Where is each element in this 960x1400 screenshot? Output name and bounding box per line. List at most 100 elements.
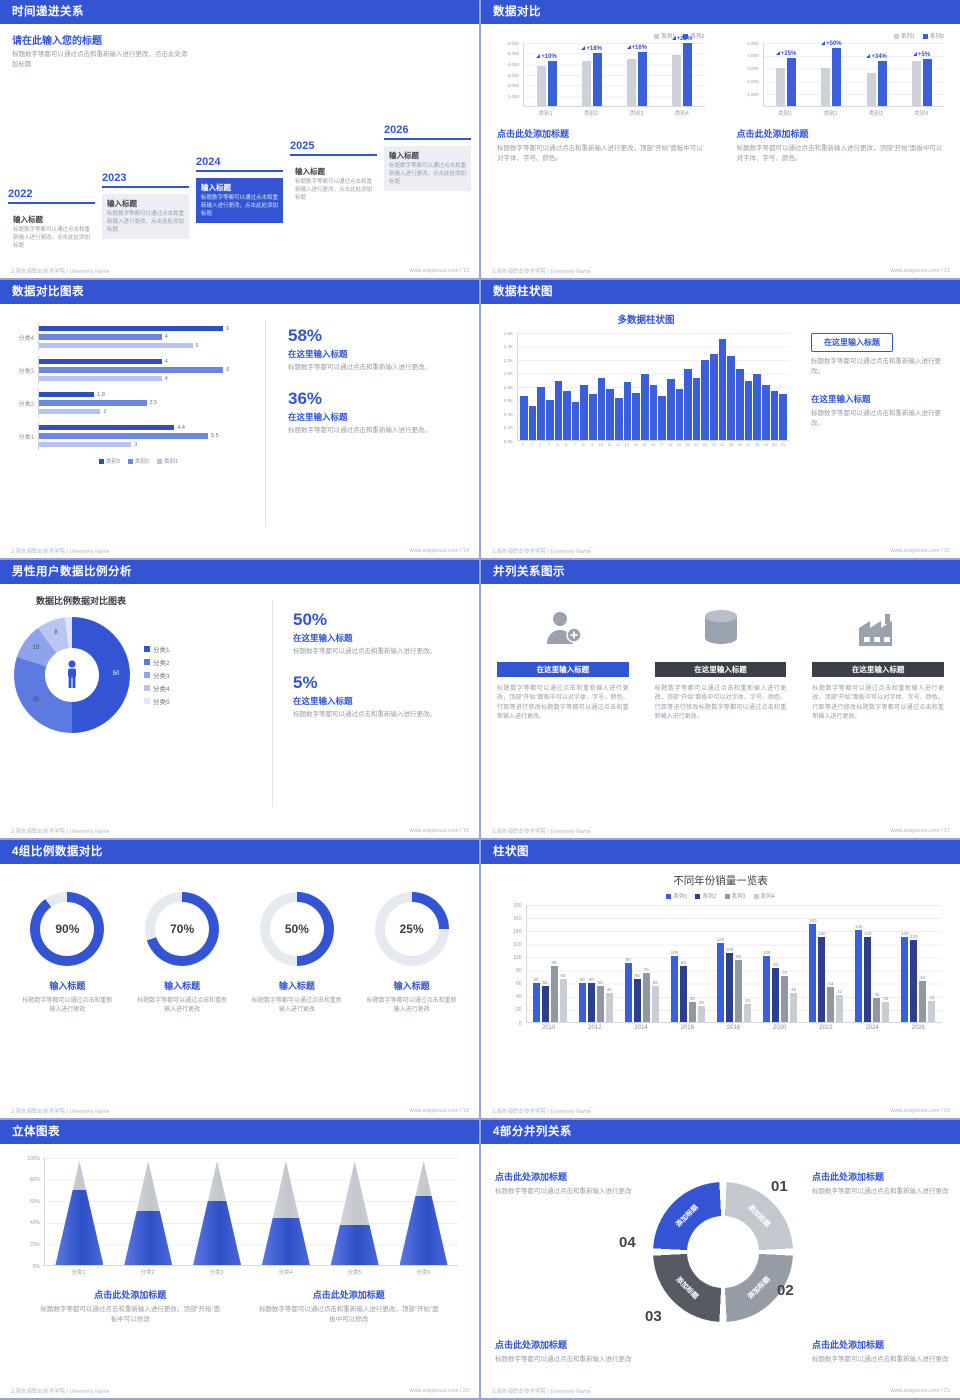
slide-20-cone-chart[interactable]: 立体图表 100% 80% 60% 40% 20% 0% 分类1 分类2 分类3 分类4 分类5 分类… xyxy=(0,1120,479,1398)
bar-row: 6 xyxy=(39,367,254,373)
slide-title-bar: 4组比例数据对比 xyxy=(0,840,479,864)
step-title: 输入标题 xyxy=(389,151,419,161)
item-title-button: 在这里输入标题 xyxy=(812,662,945,677)
stat-percent: 36% xyxy=(288,389,323,409)
bar-row: 6 xyxy=(39,326,254,332)
x-axis-label: 11 xyxy=(607,442,612,447)
bar-column: 95 xyxy=(734,954,742,1022)
bar-row: 3.5 xyxy=(39,400,254,406)
bar xyxy=(855,930,863,1022)
bar-column: 90 xyxy=(624,957,632,1022)
x-axis-labels: 分类1 分类2 分类3 分类4 分类5 分类6 xyxy=(44,1266,458,1276)
bar-column: 25 xyxy=(697,1000,705,1022)
bar-group: +22% xyxy=(671,36,692,106)
legend-swatch xyxy=(724,893,730,899)
value-label: 75 xyxy=(643,966,649,972)
legend-swatch xyxy=(127,458,133,464)
y-axis-label: 0 xyxy=(518,1020,522,1027)
x-axis-label: 16 xyxy=(650,442,656,447)
x-axis-label: 21 xyxy=(694,442,699,447)
slide-title-bar: 立体图表 xyxy=(0,1120,479,1144)
legend-swatch xyxy=(922,33,928,39)
block-body: 标题数字等都可以通过点击和重新输入进行更改 xyxy=(812,1188,949,1195)
slide-body: 不同年份销量一览表 系列1 系列2 系列3 系列4 60 55 85 65 60 60 55 45 9… xyxy=(481,864,960,1103)
y-axis-label: 2,000 xyxy=(507,83,519,89)
timeline-card: 输入标题 标题数字等都可以通过点击和重新输入进行更改，点击此处添加标题 xyxy=(196,178,283,223)
slide-title: 数据对比 xyxy=(493,6,541,18)
value-label: 36 xyxy=(874,992,880,998)
bars xyxy=(626,51,647,106)
progress-ring: 70% xyxy=(145,892,220,966)
block-heading: 在这里输入标题 xyxy=(811,333,893,352)
bar xyxy=(666,379,675,440)
slide-18-progress-rings[interactable]: 4组比例数据对比 90% 输入标题 标题数字等都可以通过点击和重新输入进行更改 … xyxy=(0,840,479,1118)
slide-21-cycle-diagram[interactable]: 4部分并列关系 点击此处添加标题 标题数字等都可以通过点击和重新输入进行更改 点… xyxy=(481,1120,960,1398)
legend-label: 系列2 xyxy=(702,894,717,900)
database-icon xyxy=(704,610,737,644)
bar xyxy=(901,936,909,1022)
x-axis-label: 29 xyxy=(763,442,768,447)
value-label: 120 xyxy=(716,937,725,943)
slide-12-timeline[interactable]: 时间递进关系 请在此输入您的标题 标题数字等都可以通过点击和重新输入进行更改，点… xyxy=(0,0,479,278)
bar xyxy=(592,52,602,106)
up-arrow-icon xyxy=(626,44,631,49)
bars xyxy=(911,58,932,106)
horizontal-bar-chart: 分类4 6 4 5 分类3 4 6 4 分类2 1.8 3.5 2 分类1 4.4 5.5 3 xyxy=(12,323,254,450)
bar xyxy=(587,982,595,1022)
bar-column: 120 xyxy=(716,937,724,1022)
value-label: 100 xyxy=(762,950,771,956)
bar xyxy=(734,959,742,1022)
x-axis-label: 分类4 xyxy=(278,1270,293,1276)
slide-17-parallel-items[interactable]: 并列关系图示 在这里输入标题 标题数字等都可以通过点击和重新输入进行更改，顶部“… xyxy=(481,560,960,838)
plot-area: 60 55 85 65 60 60 55 45 90 65 75 55 100 85 30 25 120 105 9… xyxy=(525,905,942,1023)
value-label: 125 xyxy=(910,934,918,940)
item-title-button: 在这里输入标题 xyxy=(654,662,787,677)
slide-14-hbar-chart[interactable]: 数据对比图表 分类4 6 4 5 分类3 4 6 4 分类2 1.8 3.5 2 分类1 4.4 5.5 3 … xyxy=(0,280,479,558)
footer-site-page: www.aotgenius.com | 21 xyxy=(890,1387,950,1394)
legend-item: 分类2 xyxy=(144,657,170,667)
progress-ring: 90% xyxy=(30,892,105,966)
x-axis-labels: 2010 2012 2014 2016 2018 2020 2022 2024 2026 xyxy=(526,1023,942,1031)
chart-caption: 点击此处添加标题 xyxy=(736,129,809,139)
bar xyxy=(928,1001,936,1022)
cone-fill xyxy=(330,1225,379,1265)
bar-column: 60 xyxy=(532,977,540,1022)
x-axis-label: 类别2 xyxy=(823,111,838,117)
footer-site-page: www.aotgenius.com | 20 xyxy=(409,1387,469,1394)
bar-group: +18% xyxy=(581,45,602,106)
stat-body: 标题数字等都可以通过点击和重新输入进行更改。 xyxy=(293,648,436,655)
slide-16-donut-analysis[interactable]: 男性用户数据比例分析 数据比例数据对比图表 50 30 10 8 分类1 分类2 分类3 分… xyxy=(0,560,479,838)
text-block: 点击此处添加标题 标题数字等都可以通过点击和重新输入进行更改，顶部“开始”面板中… xyxy=(257,1288,442,1325)
block-body: 标题数字等都可以通过点击和重新输入进行更改 xyxy=(495,1355,632,1363)
legend-item: 系列1 xyxy=(893,32,915,40)
y-axis-label: 5,000 xyxy=(507,51,519,57)
block-body: 标题数字等都可以通过点击和重新输入进行更改 xyxy=(495,1188,632,1195)
slide-19-grouped-columns[interactable]: 柱状图 不同年份销量一览表 系列1 系列2 系列3 系列4 60 55 85 65 60 60 5… xyxy=(481,840,960,1118)
y-axis-label: 2,000 xyxy=(747,78,759,84)
up-arrow-icon xyxy=(581,45,586,50)
legend-label: 类别3 xyxy=(105,459,120,465)
segment-number: 01 xyxy=(771,1178,788,1195)
delta-value: +34% xyxy=(871,54,887,61)
bar xyxy=(39,400,147,406)
plot-area: +25% +50% +34% +5% xyxy=(762,41,944,107)
legend-label: 分类4 xyxy=(153,686,170,693)
stat-percent: 5% xyxy=(293,673,318,693)
footer-school: 上海东海职业技术学院 | University Name xyxy=(491,548,591,555)
bar xyxy=(39,441,132,448)
ring-heading: 输入标题 xyxy=(393,981,430,991)
cone-fill xyxy=(261,1218,310,1265)
bar xyxy=(554,380,563,440)
x-axis-label: 23 xyxy=(711,442,716,447)
slide-15-column-chart[interactable]: 数据柱状图 多数据柱状图 1.6K 1.4K 1.2K 1.0K 0.8K 0.6K 0.4… xyxy=(481,280,960,558)
bar xyxy=(589,394,597,440)
block-heading: 点击此处添加标题 xyxy=(495,1339,568,1350)
timeline-card: 输入标题 标题数字等都可以通过点击和重新输入进行更改，点击此处添加标题 xyxy=(290,162,377,207)
slide-13-data-compare[interactable]: 数据对比 系列1 系列2 +10% +18% +16% +22% 6,000 5,000 4,… xyxy=(481,0,960,278)
bar xyxy=(39,325,224,332)
plot-area xyxy=(44,1158,458,1266)
bar-group: 120 105 95 28 xyxy=(716,905,751,1022)
y-axis-label: 100% xyxy=(27,1155,40,1162)
legend-item: 系列4 xyxy=(753,892,775,900)
bar xyxy=(597,377,606,440)
